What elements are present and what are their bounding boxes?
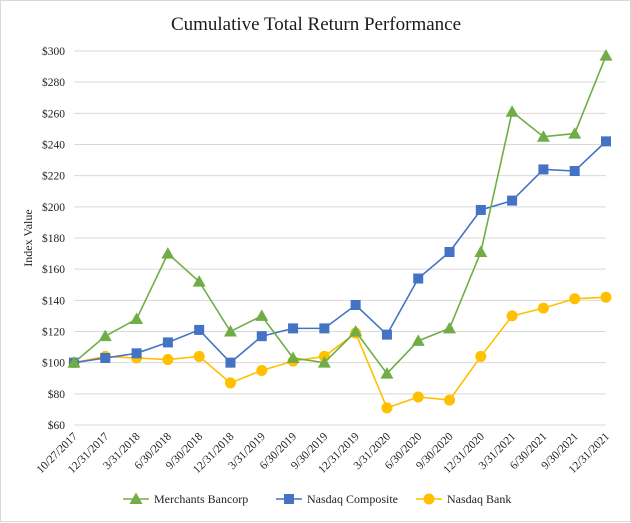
y-tick-label: $260 <box>42 107 65 120</box>
series-group <box>67 49 613 414</box>
data-point <box>444 394 456 406</box>
data-point <box>224 377 236 389</box>
data-point <box>599 49 613 61</box>
y-tick-label: $160 <box>42 263 65 276</box>
data-point <box>131 348 142 359</box>
legend-item: Nasdaq Bank <box>416 492 511 506</box>
legend-marker <box>284 494 294 504</box>
data-point <box>100 352 111 363</box>
data-point <box>192 275 206 287</box>
data-point <box>569 293 581 305</box>
y-axis-ticks: $60 $80 $100 $120 $140 $160 $180 $200 $220 $240 $2… <box>42 45 65 432</box>
data-point <box>98 329 112 342</box>
data-point <box>319 323 330 334</box>
data-point <box>538 164 549 175</box>
data-point <box>256 331 267 342</box>
y-tick-label: $240 <box>42 139 65 152</box>
legend-marker <box>423 493 435 505</box>
data-point <box>161 247 175 259</box>
data-point <box>194 324 205 335</box>
series-merchants-bancorp <box>67 49 613 379</box>
data-point <box>317 356 331 368</box>
data-point <box>443 321 457 334</box>
data-point <box>505 105 519 117</box>
data-point <box>225 357 236 368</box>
series-line <box>73 55 607 375</box>
legend-item: Nasdaq Composite <box>276 492 398 506</box>
data-point <box>350 300 361 311</box>
data-point <box>444 247 455 258</box>
chart-title: Cumulative Total Return Performance <box>171 14 461 35</box>
data-point <box>381 402 393 414</box>
data-point <box>536 130 550 142</box>
data-point <box>162 337 173 348</box>
y-tick-label: $180 <box>42 232 65 245</box>
legend-label: Merchants Bancorp <box>154 492 248 506</box>
legend-marker <box>129 492 143 504</box>
x-axis-ticks: 10/27/201712/31/20173/31/20186/30/20189/… <box>35 430 613 476</box>
data-point <box>130 312 144 325</box>
y-tick-label: $300 <box>42 45 65 58</box>
data-point <box>569 165 580 176</box>
gridlines <box>74 50 606 426</box>
data-point <box>223 325 237 337</box>
data-point <box>537 302 549 314</box>
data-point <box>413 273 424 284</box>
series-line <box>73 140 607 364</box>
y-axis-label: Index Value <box>21 209 35 266</box>
data-point <box>475 204 486 215</box>
data-point <box>380 367 394 379</box>
data-point <box>600 291 612 303</box>
data-point <box>349 325 363 337</box>
data-point <box>288 323 299 334</box>
y-tick-label: $280 <box>42 76 65 89</box>
data-point <box>381 329 392 340</box>
data-point <box>412 391 424 403</box>
data-point <box>475 350 487 362</box>
series-nasdaq-composite <box>69 136 611 368</box>
legend-label: Nasdaq Bank <box>447 492 511 506</box>
data-point <box>506 310 518 322</box>
legend-label: Nasdaq Composite <box>307 492 398 506</box>
y-tick-label: $100 <box>42 357 65 370</box>
data-point <box>411 334 425 346</box>
data-point <box>474 245 488 258</box>
y-tick-label: $220 <box>42 170 65 183</box>
data-point <box>601 136 611 147</box>
series-line <box>73 296 607 409</box>
legend-item: Merchants Bancorp <box>123 492 248 506</box>
data-point <box>193 350 205 362</box>
series-nasdaq-bank <box>68 291 612 414</box>
data-point <box>255 309 269 321</box>
data-point <box>507 195 518 206</box>
y-tick-label: $60 <box>48 419 66 432</box>
data-point <box>256 364 268 376</box>
y-tick-label: $80 <box>48 388 66 401</box>
data-point <box>67 356 81 368</box>
data-point <box>568 127 582 139</box>
y-tick-label: $140 <box>42 294 65 307</box>
y-tick-label: $200 <box>42 201 65 214</box>
y-tick-label: $120 <box>42 326 65 339</box>
data-point <box>286 351 300 363</box>
data-point <box>162 354 174 366</box>
legend: Merchants Bancorp Nasdaq Composite Nasdaq … <box>123 492 511 506</box>
